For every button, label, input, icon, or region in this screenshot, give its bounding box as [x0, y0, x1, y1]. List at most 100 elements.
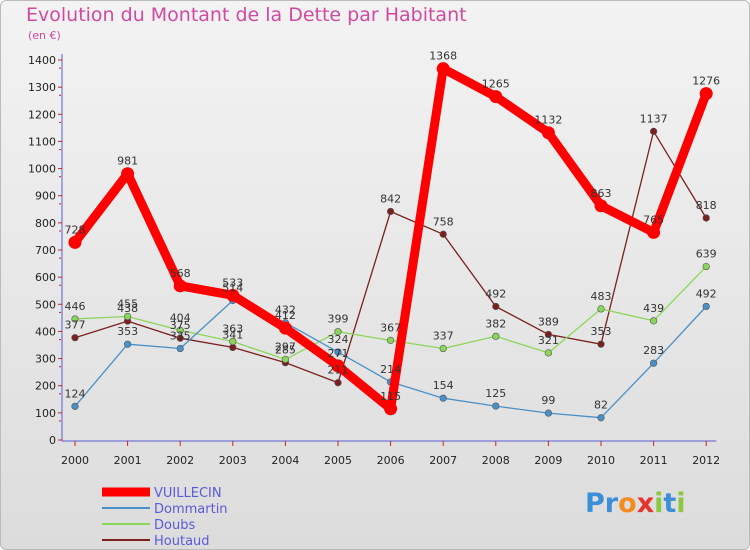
data-point	[121, 167, 135, 181]
data-point	[702, 214, 710, 222]
data-label: 337	[433, 330, 454, 343]
data-point	[702, 262, 710, 271]
data-point	[647, 225, 661, 239]
y-tick-label: 1100	[28, 135, 56, 148]
x-tick-label: 2012	[692, 454, 720, 467]
data-point	[597, 305, 605, 313]
data-label: 1265	[482, 78, 510, 91]
data-point	[229, 337, 237, 346]
data-label: 271	[328, 347, 349, 360]
y-tick-label: 0	[49, 434, 56, 447]
data-point	[281, 355, 290, 363]
data-label: 297	[275, 340, 296, 353]
y-tick-label: 900	[35, 190, 56, 203]
data-point	[278, 321, 292, 335]
data-point	[384, 402, 398, 416]
legend-label-doubs: Doubs	[154, 518, 195, 533]
data-label: 492	[485, 287, 506, 300]
x-tick-label: 2003	[219, 454, 247, 467]
data-point	[123, 340, 132, 348]
y-tick-label: 1000	[28, 163, 56, 176]
data-point	[71, 315, 79, 323]
data-label: 125	[485, 387, 506, 400]
data-label: 382	[485, 317, 506, 330]
data-label: 283	[643, 344, 664, 357]
data-point	[229, 343, 237, 352]
data-point	[544, 330, 553, 339]
data-point	[649, 359, 658, 367]
data-point	[71, 334, 79, 342]
data-point	[699, 87, 713, 101]
data-label: 324	[328, 333, 349, 346]
x-tick-label: 2000	[61, 454, 89, 467]
data-label: 639	[696, 248, 717, 261]
logo-letter: r	[604, 488, 619, 519]
data-point	[334, 379, 342, 387]
data-label: 728	[65, 223, 86, 236]
data-label: 82	[594, 399, 608, 412]
data-point	[176, 344, 184, 353]
data-point	[334, 328, 342, 336]
chart-unit-label: (en €)	[28, 29, 61, 42]
y-tick-label: 600	[35, 271, 56, 284]
data-label: 568	[170, 267, 191, 280]
data-label: 455	[117, 298, 138, 311]
data-label: 533	[222, 276, 243, 289]
data-point	[489, 90, 503, 104]
data-label: 492	[696, 287, 717, 300]
data-label: 438	[117, 302, 138, 315]
data-label: 818	[696, 199, 717, 212]
data-label: 335	[170, 330, 191, 343]
data-point	[649, 127, 658, 135]
data-label: 842	[380, 192, 401, 205]
logo-letter: i	[676, 488, 686, 519]
data-point	[331, 359, 345, 373]
data-point	[387, 207, 395, 216]
data-label: 981	[117, 155, 138, 168]
legend-label-houtaud: Houtaud	[154, 534, 210, 549]
data-point	[176, 326, 184, 334]
data-label: 214	[380, 363, 401, 376]
x-tick-label: 2005	[324, 454, 352, 467]
logo-letter: t	[663, 488, 677, 519]
data-label: 211	[328, 364, 349, 377]
y-tick-label: 500	[35, 298, 56, 311]
data-label: 1132	[534, 114, 562, 127]
data-point	[544, 349, 553, 357]
data-label: 363	[222, 322, 243, 335]
x-tick-label: 2001	[114, 454, 142, 467]
data-label: 1137	[640, 112, 668, 125]
data-label: 446	[65, 300, 86, 313]
x-tick-label: 2002	[166, 454, 194, 467]
x-tick-label: 2006	[377, 454, 405, 467]
data-point	[544, 409, 553, 417]
x-tick-label: 2008	[482, 454, 510, 467]
x-tick-label: 2009	[534, 454, 562, 467]
data-point	[492, 332, 500, 340]
data-point	[68, 235, 82, 249]
data-label: 1368	[429, 50, 457, 63]
data-point	[492, 402, 500, 410]
data-point	[702, 302, 710, 311]
data-label: 399	[328, 313, 349, 326]
data-label: 285	[275, 344, 296, 357]
y-tick-label: 1400	[28, 54, 56, 67]
y-tick-label: 1200	[28, 108, 56, 121]
data-label: 439	[643, 302, 664, 315]
data-label: 115	[380, 390, 401, 403]
logo-letter: o	[618, 488, 637, 519]
data-point	[387, 336, 395, 344]
proxiti-logo: Proxiti	[585, 488, 686, 519]
data-point	[123, 312, 132, 321]
data-label: 514	[222, 281, 243, 294]
data-label: 377	[65, 319, 86, 332]
data-point	[436, 62, 450, 76]
data-label: 375	[170, 319, 191, 332]
data-label: 353	[591, 325, 612, 338]
data-label: 483	[591, 290, 612, 303]
data-point	[439, 394, 447, 402]
data-point	[594, 199, 608, 213]
logo-letter: P	[585, 488, 605, 519]
logo-letter: i	[654, 488, 664, 519]
